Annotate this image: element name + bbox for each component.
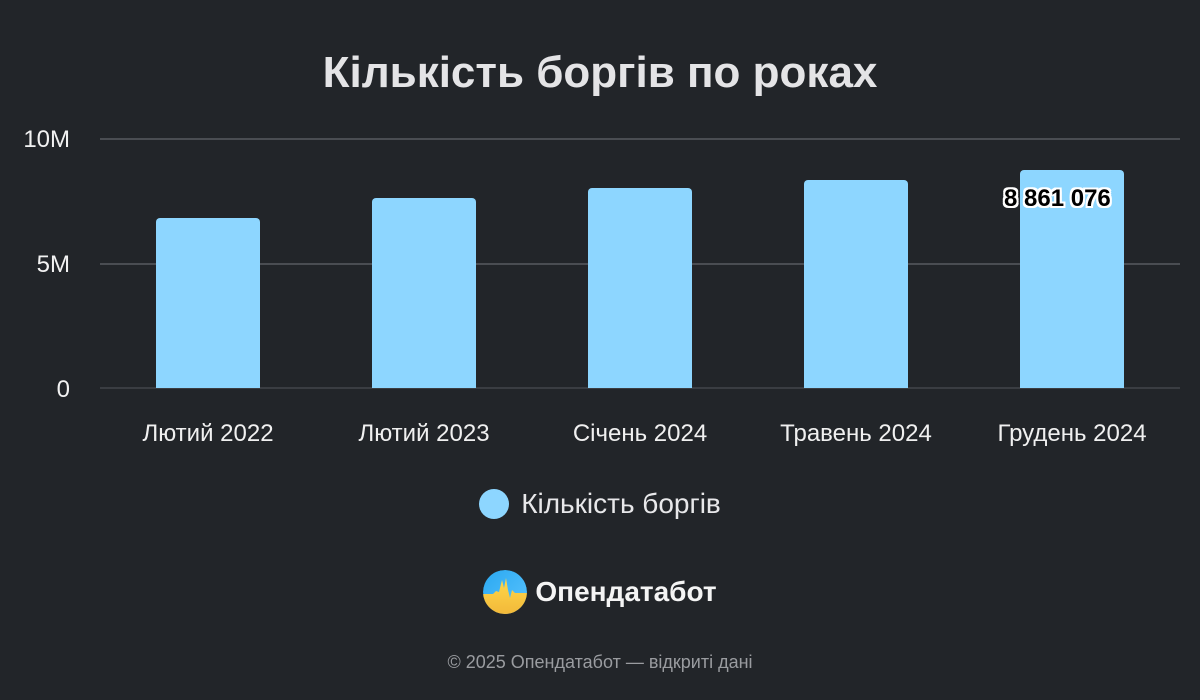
x-label-dec-2024: Грудень 2024 — [997, 420, 1147, 447]
baseline — [100, 387, 1180, 389]
y-tick-10m: 10M — [23, 126, 70, 153]
bar-feb-2023[interactable] — [372, 198, 476, 388]
gridline-10m — [100, 138, 1180, 140]
y-tick-0: 0 — [56, 376, 70, 403]
x-label-jan-2024: Січень 2024 — [572, 420, 708, 447]
x-label-may-2024: Травень 2024 — [780, 420, 932, 447]
opendatabot-logo-icon — [483, 570, 528, 614]
bar-feb-2022[interactable] — [156, 218, 260, 388]
bar-jan-2024[interactable] — [588, 188, 692, 388]
brand: Опендатабот — [0, 570, 1200, 614]
bar-dec-2024[interactable] — [1020, 170, 1124, 388]
legend-swatch-icon — [479, 489, 510, 519]
legend[interactable]: Кількість боргів — [0, 488, 1200, 520]
brand-name: Опендатабот — [535, 576, 717, 607]
footer-copyright: © 2025 Опендатабот — відкриті дані — [447, 652, 753, 672]
legend-label: Кількість боргів — [521, 488, 721, 519]
data-label-dec-2024: 8 861 076 — [1004, 185, 1111, 212]
y-tick-5m: 5M — [36, 251, 70, 278]
chart-title: Кількість боргів по роках — [322, 48, 878, 97]
x-label-feb-2022: Лютий 2022 — [142, 420, 274, 447]
x-label-feb-2023: Лютий 2023 — [358, 420, 490, 447]
bar-may-2024[interactable] — [804, 180, 908, 388]
